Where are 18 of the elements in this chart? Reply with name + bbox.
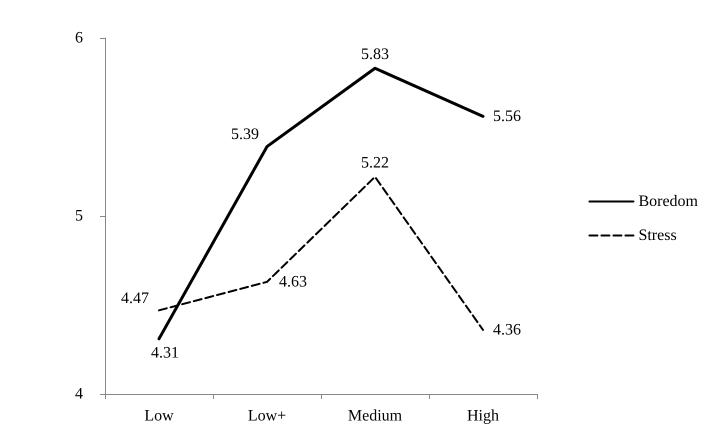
y-tick-label: 4 (75, 386, 83, 402)
data-label: 5.39 (231, 126, 259, 144)
legend-label: Boredom (638, 193, 699, 210)
data-label: 5.56 (493, 108, 521, 125)
y-tick-label: 6 (75, 30, 83, 46)
x-tick-label: Medium (348, 408, 403, 424)
y-tick-label: 5 (75, 208, 83, 224)
x-tick-label: Low (144, 408, 174, 424)
data-label: 4.36 (493, 321, 521, 338)
line-series (158, 66, 484, 340)
x-tick-label: Low+ (248, 408, 286, 424)
data-label: 4.63 (279, 273, 307, 290)
legend-label: Stress (638, 227, 677, 244)
data-label: 5.83 (361, 46, 389, 63)
x-tick-label: High (467, 408, 499, 424)
data-label: 4.47 (121, 290, 149, 307)
data-label: 5.22 (361, 154, 389, 172)
data-label: 4.31 (151, 344, 179, 362)
